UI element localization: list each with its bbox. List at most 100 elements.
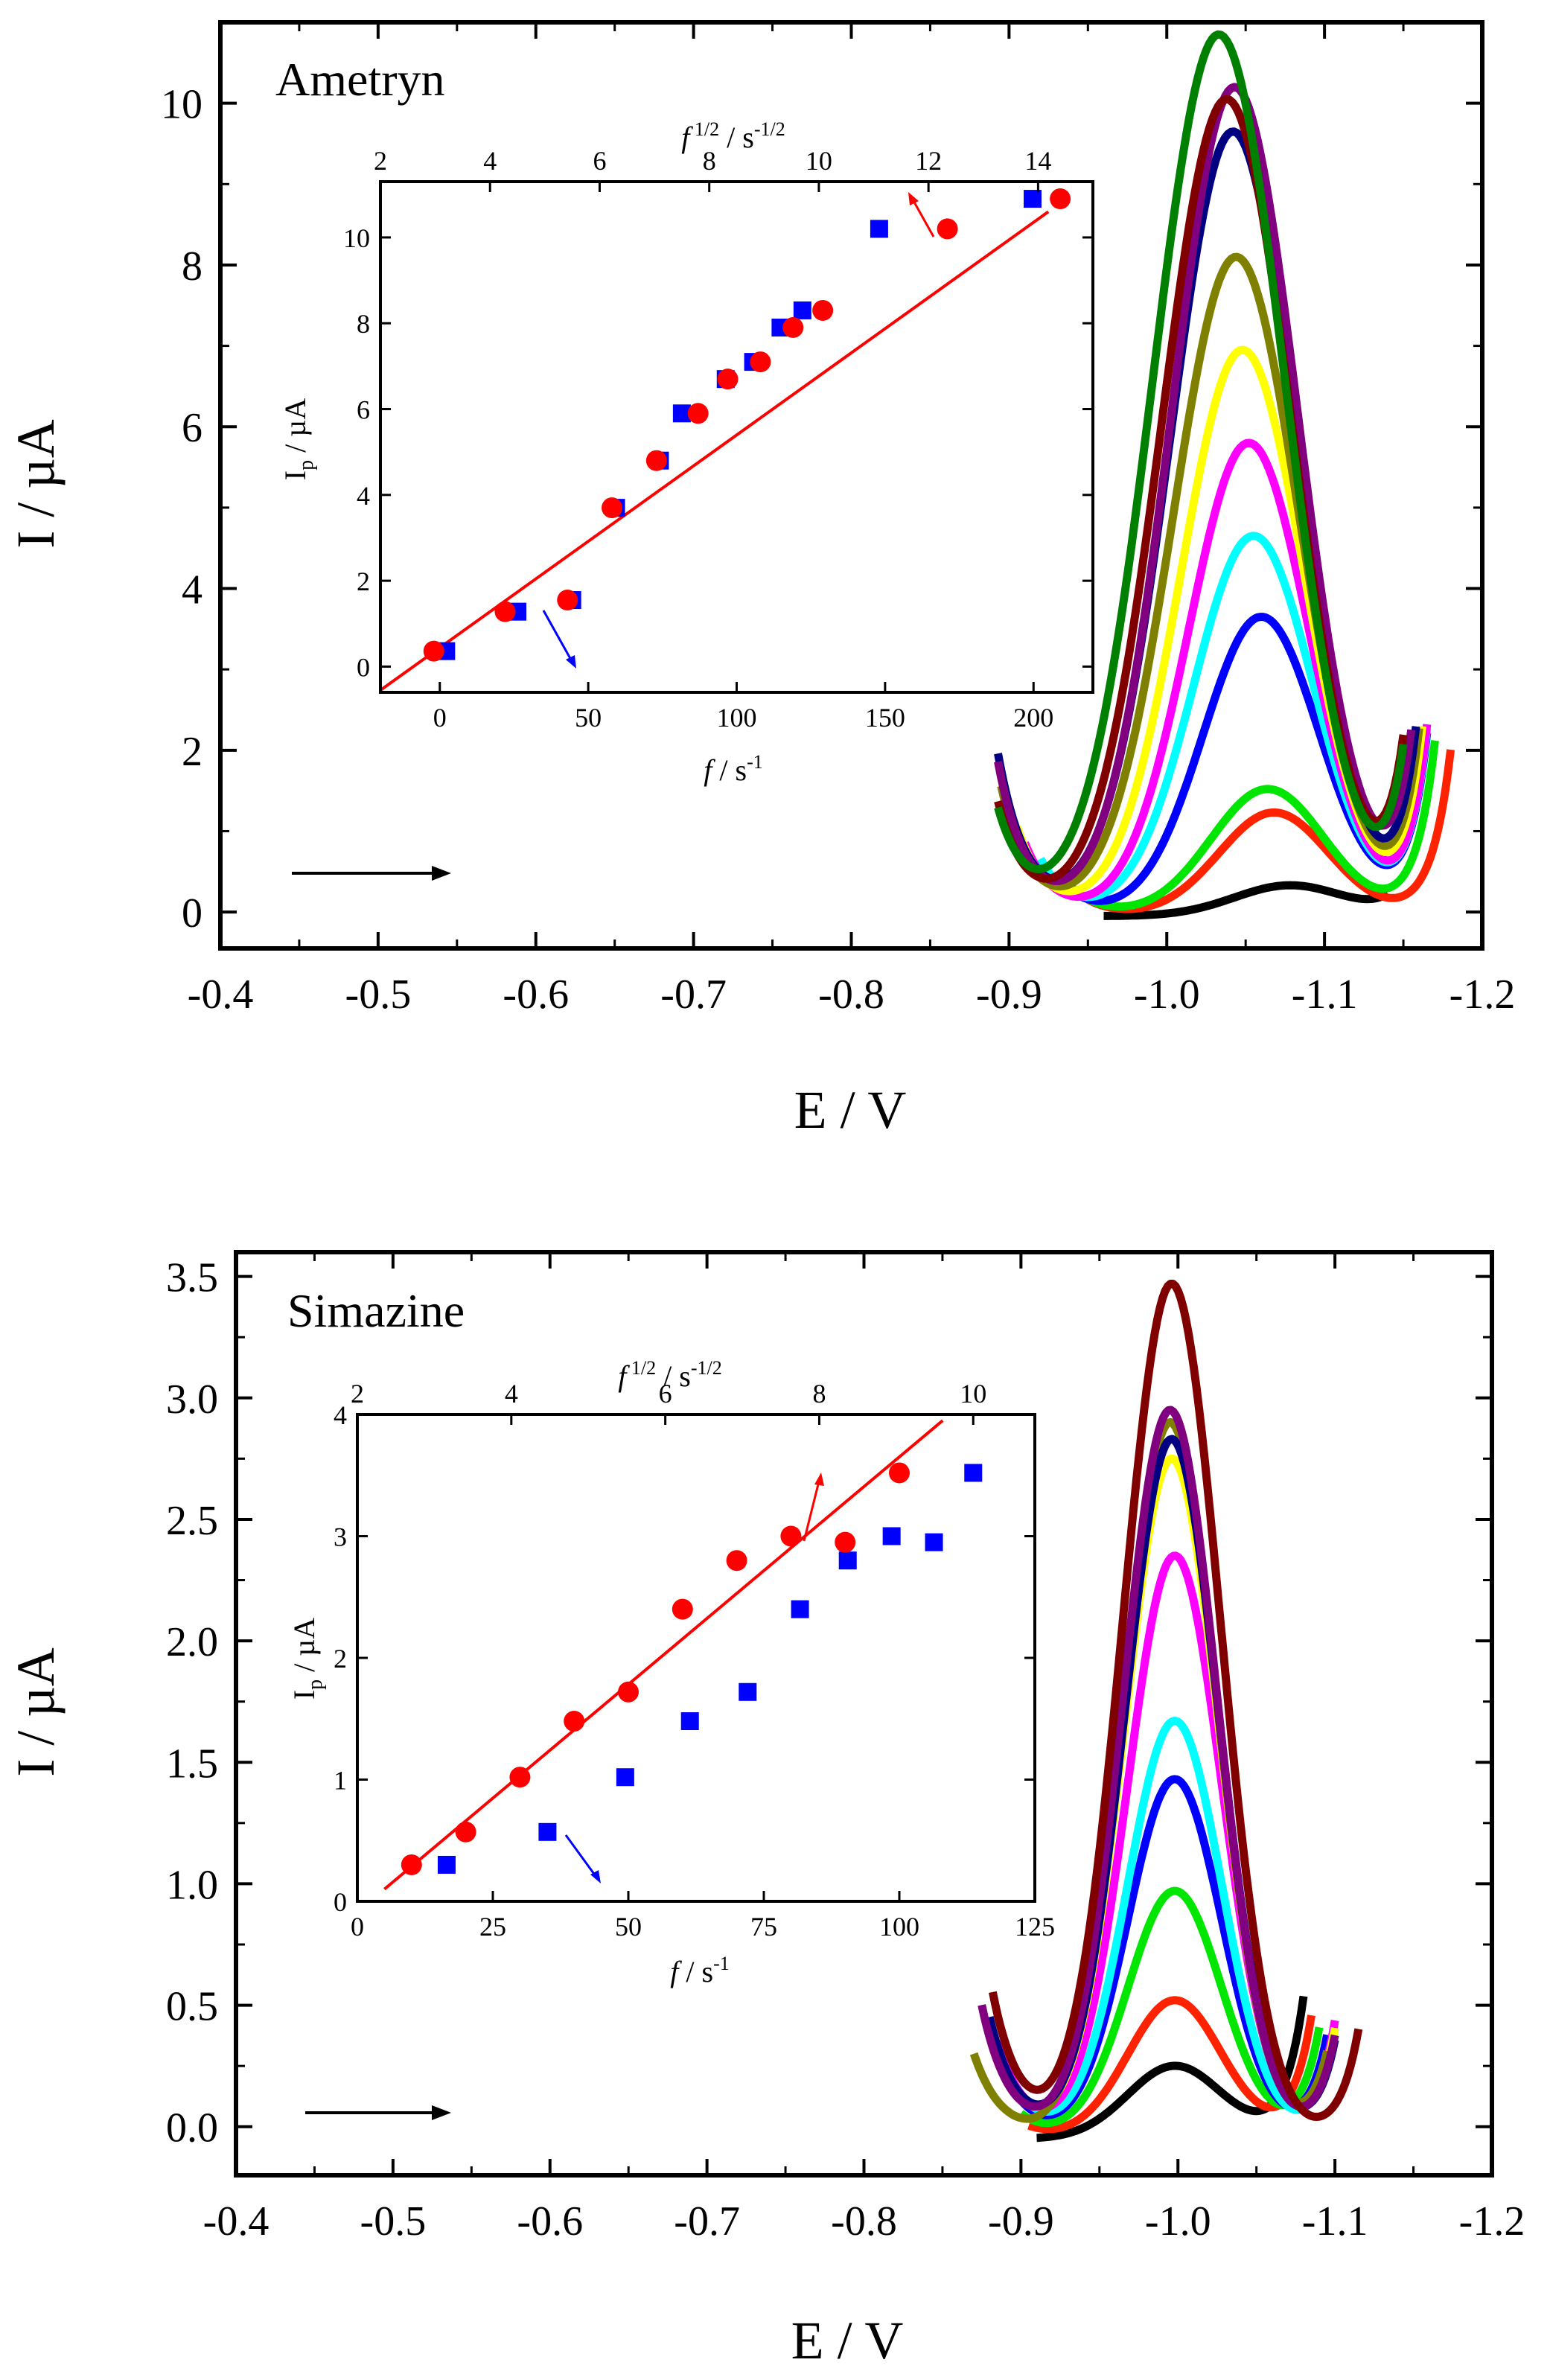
x-tick-label: -0.6: [503, 972, 569, 1018]
inset-square-point: [791, 1600, 809, 1618]
voltammogram-curve-3: [1069, 740, 1439, 911]
voltammogram-curve-12: [994, 30, 1408, 873]
ametryn-scan-direction-arrow: [292, 866, 451, 881]
x-tick-label: -1.1: [1292, 972, 1358, 1018]
inset-square-point: [1024, 190, 1042, 208]
ametryn-inset-ticks: 0 50 100 150 200 2 4 6 8 10 12 14 0 2 4 6 8 10: [343, 146, 1093, 733]
inset-bottom-tick-label: 0: [433, 703, 447, 733]
y-tick-label: 3.0: [166, 1376, 218, 1423]
inset-top-tick-label: 8: [812, 1379, 826, 1408]
ametryn-inset-red-arrow: [908, 192, 935, 237]
simazine-inset-data: [383, 1419, 983, 1891]
x-tick-label: -0.4: [203, 2198, 270, 2245]
inset-circle-point: [726, 1550, 747, 1572]
inset-circle-point: [423, 640, 444, 662]
inset-y-tick-label: 8: [357, 309, 370, 339]
y-tick-label: 3.5: [166, 1255, 218, 1301]
simazine-inset-bottom-title: f / s-1: [670, 1953, 729, 1988]
inset-linear-fit-line: [379, 210, 1050, 692]
inset-square-point: [437, 1855, 456, 1874]
voltammogram-curve-2: [1027, 1996, 1315, 2134]
inset-top-tick-label: 10: [960, 1379, 986, 1408]
inset-circle-point: [889, 1462, 910, 1484]
inset-top-tick-label: 6: [593, 146, 606, 176]
inset-circle-point: [557, 590, 578, 611]
voltammogram-curve-1: [1034, 1995, 1308, 2143]
voltammogram-curve-10: [977, 1406, 1339, 2111]
inset-top-tick-label: 2: [374, 146, 387, 176]
y-tick-label: 2: [182, 729, 202, 775]
inset-circle-point: [494, 601, 516, 622]
inset-circle-point: [564, 1711, 585, 1732]
x-tick-label: -1.0: [1134, 972, 1200, 1018]
inset-bottom-tick-label: 75: [750, 1912, 777, 1942]
ametryn-inset-y-title: Ip / µA: [278, 398, 318, 480]
inset-top-tick-label: 2: [351, 1379, 364, 1408]
x-tick-label: -0.5: [345, 972, 412, 1018]
svg-text:Ip / µA: Ip / µA: [278, 398, 318, 480]
inset-circle-point: [618, 1681, 639, 1703]
inset-circle-point: [812, 299, 834, 321]
inset-y-tick-label: 2: [334, 1644, 347, 1674]
inset-circle-point: [780, 1525, 802, 1547]
inset-top-tick-label: 8: [703, 146, 716, 176]
voltammogram-curve-6: [993, 1551, 1339, 2112]
inset-bottom-tick-label: 150: [865, 703, 905, 733]
inset-y-tick-label: 10: [343, 223, 370, 253]
inset-circle-point: [509, 1767, 531, 1788]
x-tick-label: -0.5: [360, 2198, 427, 2245]
simazine-y-axis-title: I / µA: [6, 1647, 66, 1776]
x-tick-label: -0.8: [831, 2198, 897, 2245]
voltammogram-curve-10: [994, 83, 1416, 885]
x-tick-label: -1.1: [1302, 2198, 1368, 2245]
inset-top-tick-label: 14: [1024, 146, 1051, 176]
y-tick-label: 0.5: [166, 1984, 218, 2030]
inset-y-tick-label: 0: [357, 652, 370, 682]
simazine-inset-y-title: Ip / µA: [287, 1618, 327, 1700]
y-tick-label: 6: [182, 405, 202, 451]
inset-square-point: [870, 220, 888, 238]
voltammogram-curve-11: [989, 1280, 1363, 2121]
inset-y-tick-label: 1: [334, 1766, 347, 1796]
inset-y-tick-label: 6: [357, 395, 370, 425]
x-tick-label: -1.0: [1145, 2198, 1211, 2245]
x-tick-label: -0.8: [818, 972, 884, 1018]
x-tick-label: -0.6: [517, 2198, 583, 2245]
inset-circle-point: [835, 1531, 856, 1553]
voltammogram-curve-5: [1001, 1717, 1339, 2116]
x-tick-label: -0.4: [188, 972, 254, 1018]
inset-square-point: [793, 301, 811, 319]
voltammogram-curve-1: [1101, 881, 1390, 920]
simazine-x-axis-title: E / V: [791, 2311, 904, 2370]
ametryn-x-axis-title: E / V: [794, 1080, 907, 1140]
y-tick-label: 4: [182, 567, 202, 613]
ametryn-inset-data: [379, 188, 1071, 692]
inset-bottom-tick-label: 0: [351, 1912, 364, 1942]
y-tick-label: 0: [182, 890, 202, 937]
y-tick-label: 2.0: [166, 1619, 218, 1665]
x-tick-label: -0.9: [988, 2198, 1054, 2245]
ametryn-x-ticks: -0.4 -0.5 -0.6 -0.7 -0.8 -0.9 -1.0 -1.1 -1.2: [188, 22, 1515, 1018]
inset-y-tick-label: 3: [334, 1522, 347, 1552]
y-tick-label: 1.0: [166, 1862, 218, 1908]
ametryn-voltammograms: [994, 30, 1455, 920]
inset-circle-point: [1050, 188, 1071, 210]
simazine-x-ticks: -0.4 -0.5 -0.6 -0.7 -0.8 -0.9 -1.0 -1.1 -1.2: [203, 1252, 1525, 2245]
inset-bottom-tick-label: 125: [1015, 1912, 1055, 1942]
inset-circle-point: [750, 351, 771, 373]
inset-square-point: [882, 1527, 901, 1545]
inset-bottom-tick-label: 100: [879, 1912, 919, 1942]
ametryn-inset-top-title: f 1/2 / s-1/2: [681, 118, 785, 154]
inset-y-tick-label: 2: [357, 567, 370, 596]
simazine-title: Simazine: [287, 1284, 465, 1337]
simazine-panel: -0.4 -0.5 -0.6 -0.7 -0.8 -0.9 -1.0 -1.1 -1.2 0.0…: [6, 1250, 1525, 2370]
inset-y-tick-label: 0: [334, 1887, 347, 1917]
inset-circle-point: [717, 369, 739, 390]
inset-circle-point: [455, 1821, 476, 1843]
ametryn-y-axis-title: I / µA: [6, 419, 66, 548]
svg-text:Ip / µA: Ip / µA: [287, 1618, 327, 1700]
simazine-scan-direction-arrow: [305, 2105, 451, 2120]
ametryn-inset: 0 50 100 150 200 2 4 6 8 10 12 14 0 2 4 6 8 10 Ip / µA f …: [278, 118, 1094, 787]
